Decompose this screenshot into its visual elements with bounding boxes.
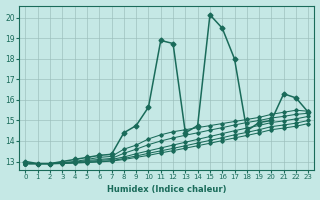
- X-axis label: Humidex (Indice chaleur): Humidex (Indice chaleur): [107, 185, 227, 194]
